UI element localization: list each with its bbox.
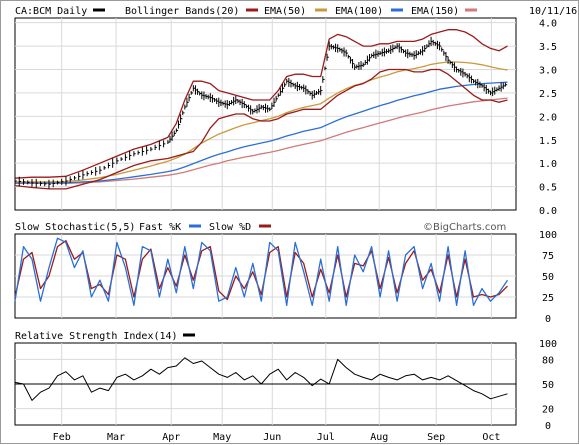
- price-series: [14, 29, 508, 190]
- month-label: Jun: [263, 432, 281, 443]
- price-panel: 4.0 3.5 3.0 2.5 2.0 1.5 1.0 0.5 0.0: [14, 17, 557, 217]
- 0-tick-label: 4.0: [539, 19, 557, 30]
- 0-tick-label: 3.0: [539, 66, 557, 77]
- 1-tick-label: 100: [539, 230, 557, 241]
- 0-tick-label: 0.5: [539, 183, 557, 194]
- 0-tick-label: 3.5: [539, 42, 557, 53]
- legend-ema100: EMA(100): [335, 6, 383, 17]
- stoch-title: Slow Stochastic(5,5): [15, 222, 135, 233]
- price-bars: [14, 36, 508, 189]
- legend-ema150: EMA(150): [411, 6, 459, 17]
- stoch-series: [14, 237, 509, 307]
- legend-slowd: Slow %D: [209, 222, 251, 233]
- 0-tick-label: 2.0: [539, 112, 557, 123]
- 0-tick-label: 1.5: [539, 136, 557, 147]
- rsi-panel: 100 80 50 20 0: [14, 339, 557, 432]
- 2-tick-label: 50: [542, 380, 554, 391]
- stoch-panel: 100 75 50 25 0: [14, 230, 557, 325]
- month-label: Sep: [427, 432, 445, 443]
- 1-tick-label: 0: [545, 314, 551, 325]
- bigcharts-brand: ©BigCharts.com: [423, 222, 506, 233]
- 2-tick-label: 20: [542, 405, 554, 416]
- 0-tick-label: 2.5: [539, 89, 557, 100]
- price-y-axis: 4.0 3.5 3.0 2.5 2.0 1.5 1.0 0.5 0.0: [539, 19, 557, 217]
- month-label: Mar: [107, 432, 125, 443]
- 2-tick-label: 0: [545, 421, 551, 432]
- month-label: Jul: [317, 432, 335, 443]
- 2-tick-label: 100: [539, 339, 557, 350]
- price-title: CA:BCM Daily: [15, 6, 87, 17]
- month-label: Aug: [370, 432, 388, 443]
- legend-ema50: EMA(50): [264, 6, 306, 17]
- 2-tick-label: 80: [542, 355, 554, 366]
- month-label: May: [213, 432, 231, 443]
- 1-tick-label: 50: [542, 272, 554, 283]
- month-label: Feb: [53, 432, 71, 443]
- ema50-line: [15, 61, 508, 183]
- 0-tick-label: 1.0: [539, 159, 557, 170]
- month-axis: Feb Mar Apr May Jun Jul Aug Sep Oct: [53, 432, 501, 443]
- chart-date: 10/11/16: [529, 6, 577, 17]
- rsi-series: [14, 357, 516, 401]
- rsi-line: [14, 357, 508, 401]
- ema150-line: [15, 97, 508, 184]
- month-label: Apr: [162, 432, 180, 443]
- rsi-title: Relative Strength Index(14): [15, 331, 178, 342]
- legend-bollinger: Bollinger Bands(20): [125, 6, 239, 17]
- rsi-y-axis: 100 80 50 20 0: [539, 339, 557, 432]
- 1-tick-label: 75: [542, 251, 554, 262]
- fast-k-line: [14, 237, 509, 307]
- ema100-line: [15, 81, 508, 184]
- 1-tick-label: 25: [542, 293, 554, 304]
- 0-tick-label: 0.0: [539, 206, 557, 217]
- legend-fastk: Fast %K: [139, 222, 181, 233]
- bollinger-lower-line: [14, 68, 508, 190]
- bollinger-upper-line: [14, 29, 508, 179]
- month-label: Oct: [482, 432, 500, 443]
- stoch-y-axis: 100 75 50 25 0: [539, 230, 557, 325]
